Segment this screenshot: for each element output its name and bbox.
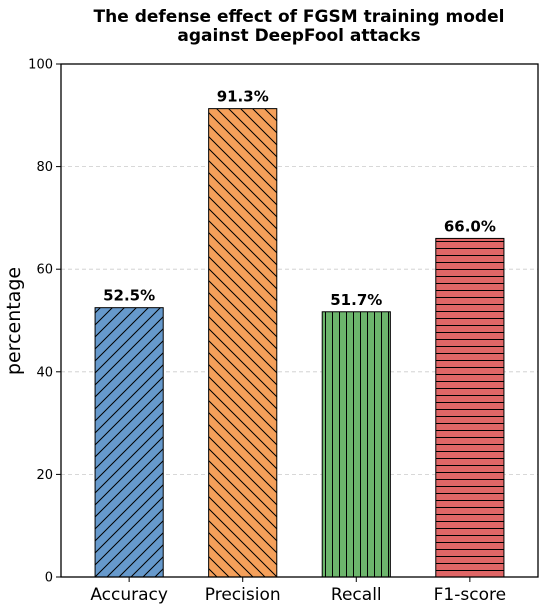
y-tick-label: 80	[36, 160, 53, 175]
value-label: 91.3%	[217, 88, 269, 106]
value-label: 52.5%	[103, 287, 155, 305]
value-labels: 52.5% 91.3% 51.7% 66.0%	[103, 88, 496, 309]
value-label: 51.7%	[330, 291, 382, 309]
bar-hatch	[94, 307, 164, 578]
value-label: 66.0%	[444, 217, 496, 235]
y-tick-label: 0	[45, 571, 53, 586]
plot-frame	[60, 63, 539, 578]
y-axis-label: percentage	[3, 267, 25, 375]
bar-hatch	[208, 108, 278, 578]
y-tick-label: 100	[28, 58, 53, 73]
x-tick-label: F1-score	[434, 585, 506, 605]
y-tick-label: 60	[36, 263, 53, 278]
x-tick-label: Recall	[331, 585, 382, 605]
y-tick-label: 20	[36, 468, 53, 483]
bars	[94, 108, 505, 578]
y-axis-ticks: 0 20 40 60 80 100	[28, 58, 61, 586]
chart-title-line-2: against DeepFool attacks	[177, 26, 420, 46]
x-tick-label: Accuracy	[90, 585, 168, 605]
chart-title-line-1: The defense effect of FGSM training mode…	[94, 7, 505, 27]
x-axis-ticks: Accuracy Precision Recall F1-score	[90, 577, 506, 605]
x-tick-label: Precision	[205, 585, 281, 605]
bar-hatch	[435, 237, 505, 578]
y-tick-label: 40	[36, 365, 53, 380]
bar-hatch	[321, 311, 391, 578]
